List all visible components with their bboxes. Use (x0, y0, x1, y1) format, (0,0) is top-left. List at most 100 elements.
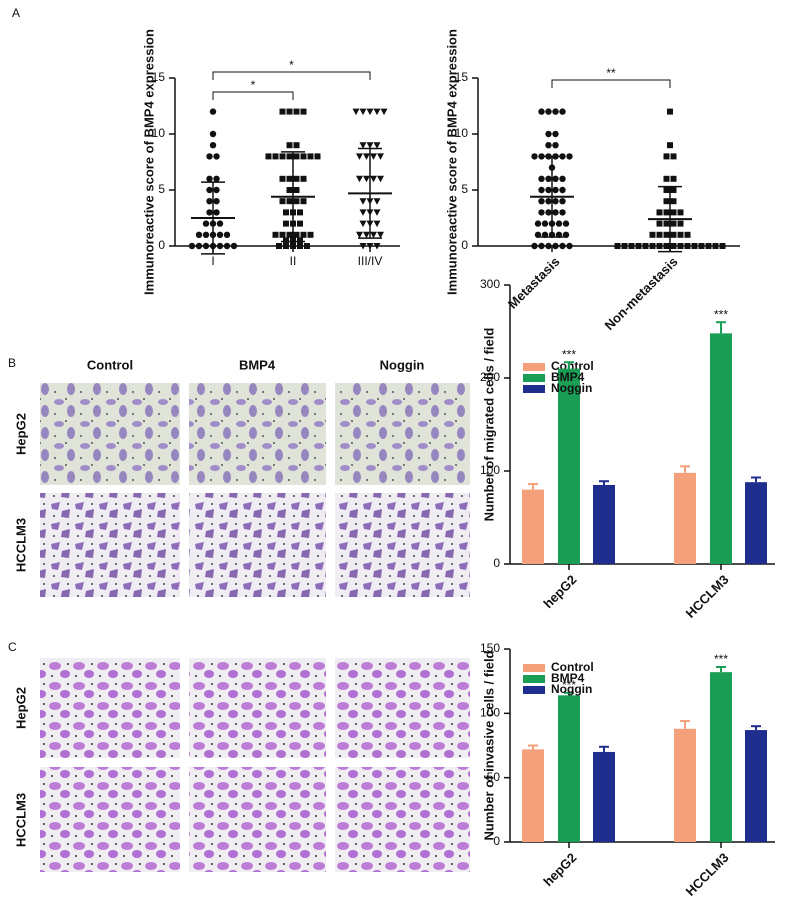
point (206, 186, 213, 194)
point (366, 243, 374, 250)
point (213, 175, 220, 182)
micrograph (335, 493, 470, 597)
bar (522, 749, 544, 842)
y-tick-label: 5 (158, 182, 165, 196)
point (297, 243, 303, 249)
bar (710, 672, 732, 842)
point (670, 220, 677, 227)
bar (558, 695, 580, 842)
point (286, 175, 293, 182)
point (621, 243, 628, 249)
point (677, 231, 684, 238)
point (642, 243, 649, 249)
point (667, 142, 673, 149)
bar (593, 484, 615, 564)
point (684, 231, 691, 238)
micrograph (189, 767, 326, 872)
x-tick-label: II (290, 254, 297, 268)
point (356, 231, 363, 239)
y-tick-label: 50 (487, 770, 501, 784)
point (545, 186, 552, 194)
bar (710, 333, 732, 564)
bar (593, 751, 615, 842)
point (545, 108, 552, 115)
point (377, 153, 384, 160)
point (286, 108, 293, 115)
significance-label: *** (562, 678, 576, 692)
point (545, 209, 552, 216)
point (656, 243, 663, 249)
point (195, 231, 203, 238)
point (272, 231, 279, 238)
y-axis-label: Number of invasive cells / field (481, 650, 496, 840)
x-tick-label: Metastasis (505, 254, 563, 312)
point (635, 243, 642, 249)
micrograph (335, 767, 470, 872)
point (649, 231, 656, 238)
legend-label: BMP4 (551, 671, 585, 685)
point (202, 220, 210, 227)
micrograph (40, 383, 180, 485)
point (223, 242, 231, 250)
column-label: Noggin (380, 357, 425, 372)
point (209, 130, 217, 138)
x-tick-label: HCCLM3 (683, 850, 732, 899)
x-tick-label: Non-metastasis (601, 254, 680, 333)
point (230, 242, 238, 250)
point (559, 209, 566, 216)
point (656, 231, 663, 238)
legend-swatch (523, 385, 545, 393)
bar (745, 730, 767, 842)
point (663, 175, 670, 182)
point (677, 209, 684, 216)
bar (674, 472, 696, 564)
point (698, 243, 705, 249)
bar (745, 482, 767, 564)
point (538, 209, 545, 216)
point (307, 153, 314, 160)
legend-swatch (523, 675, 545, 683)
point (300, 175, 307, 182)
point (216, 231, 224, 238)
bar (522, 489, 544, 564)
point (614, 243, 621, 249)
panel-label: B (8, 356, 16, 370)
y-tick-label: 15 (152, 70, 166, 84)
point (566, 153, 573, 160)
legend-swatch (523, 686, 545, 694)
point (359, 198, 367, 205)
y-tick-label: 0 (158, 238, 165, 252)
row-label: HCCLM3 (13, 793, 28, 847)
y-tick-label: 15 (455, 70, 469, 84)
point (691, 243, 698, 249)
legend-label: Noggin (551, 381, 592, 395)
point (297, 237, 303, 244)
point (359, 243, 367, 250)
significance-label: *** (562, 347, 576, 361)
point (300, 198, 307, 205)
micrographs (40, 383, 470, 872)
point (213, 153, 220, 160)
point (202, 242, 210, 250)
point (279, 198, 286, 205)
point (195, 242, 203, 250)
point (293, 153, 300, 160)
point (356, 153, 363, 160)
point (663, 231, 670, 238)
point (279, 108, 286, 115)
point (293, 175, 300, 182)
bar (674, 728, 696, 842)
point (216, 242, 224, 250)
point (272, 153, 279, 160)
point (566, 242, 573, 250)
x-tick-label: III/IV (358, 254, 383, 268)
point (545, 142, 552, 149)
point (663, 153, 670, 160)
point (538, 242, 545, 250)
point (552, 209, 559, 216)
significance-bracket (212, 71, 371, 80)
row-label: HepG2 (13, 413, 28, 455)
point (552, 130, 559, 138)
micrograph (335, 383, 470, 485)
point (670, 175, 677, 182)
